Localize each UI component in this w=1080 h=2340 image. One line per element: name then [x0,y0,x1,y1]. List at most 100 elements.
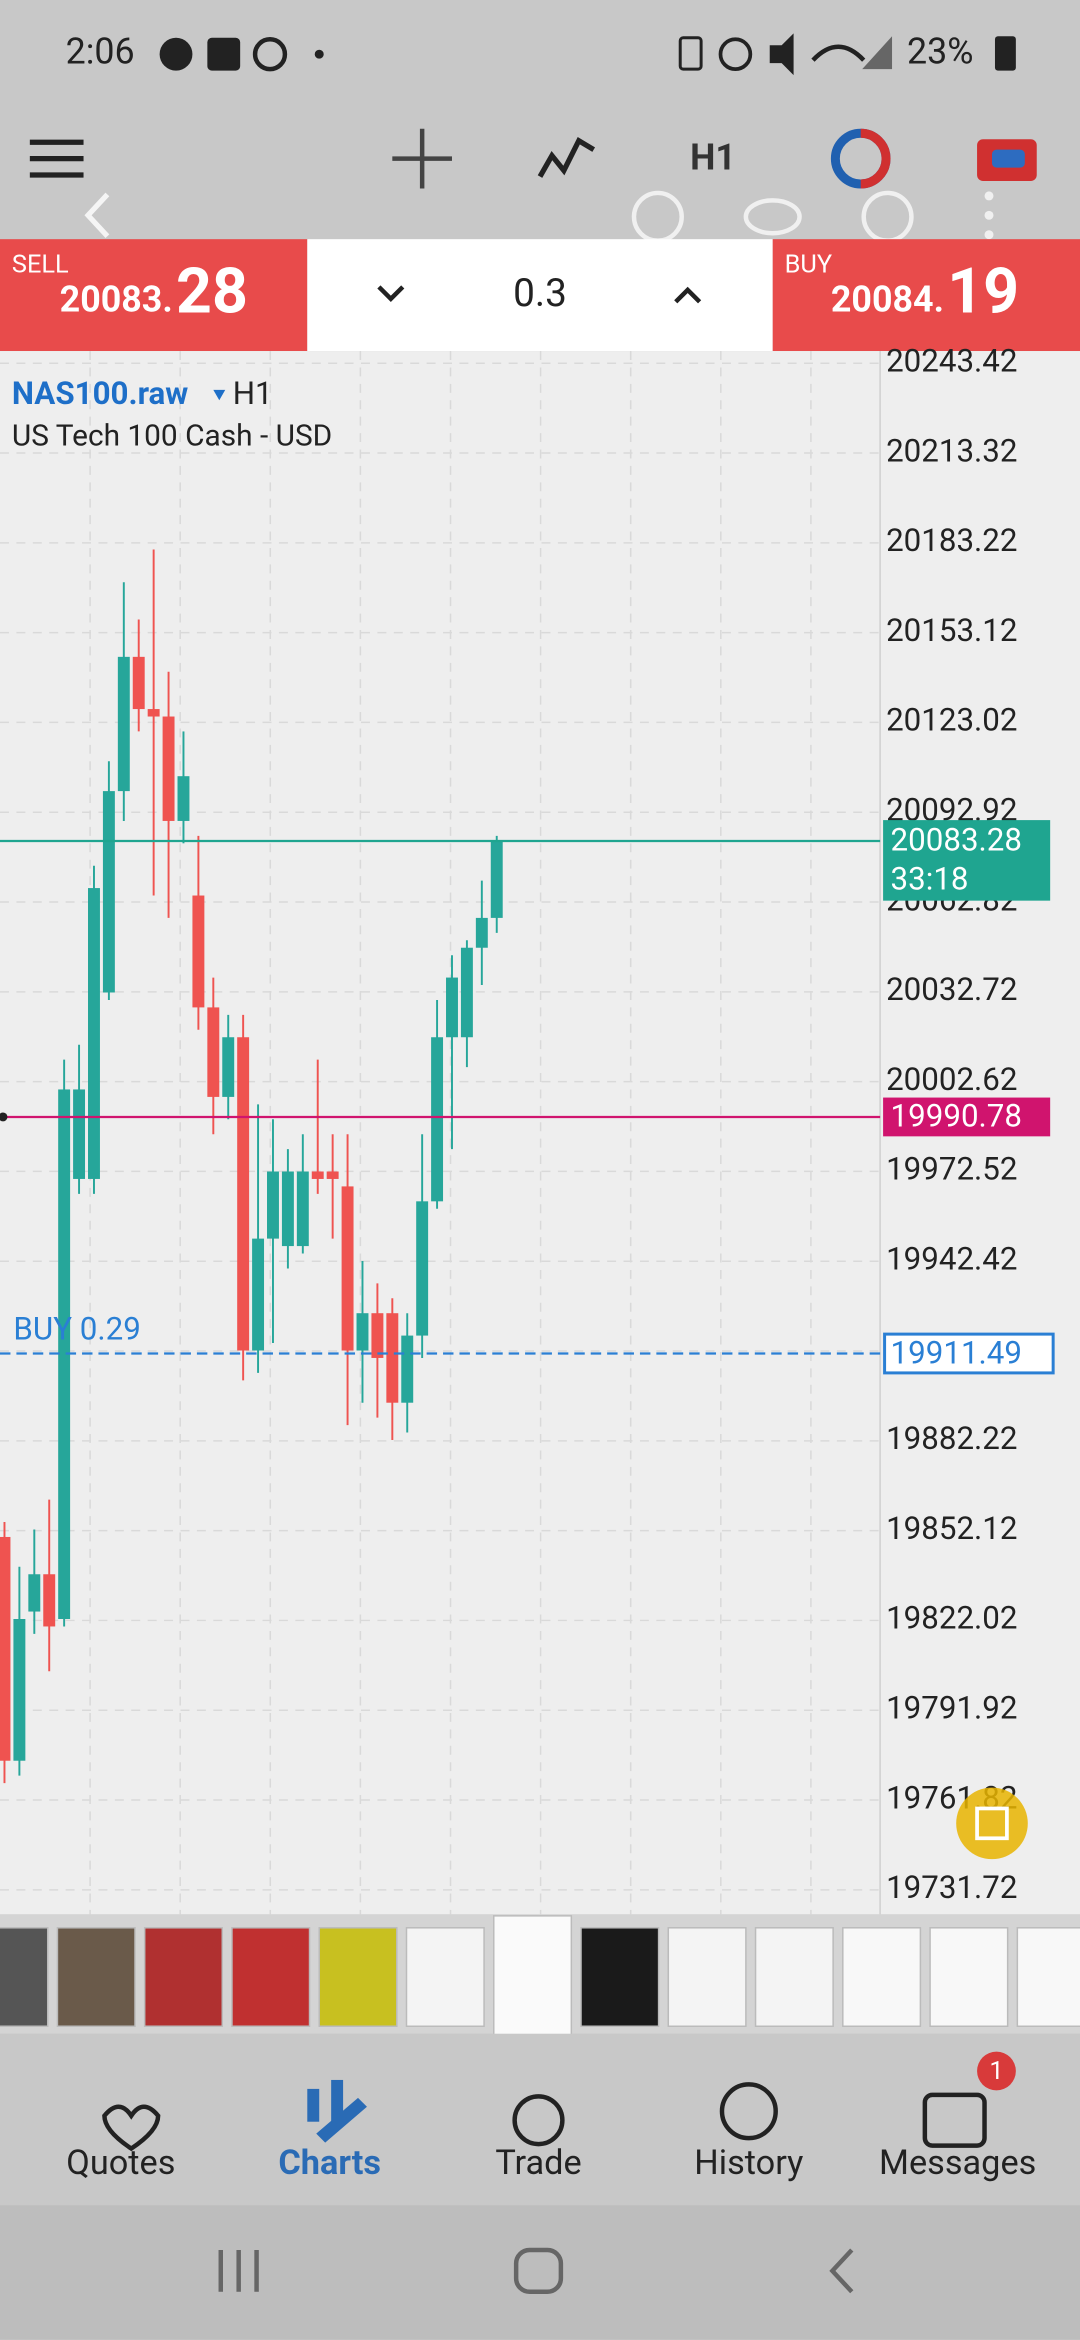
home-button[interactable] [513,2247,564,2295]
quotes-icon [102,2104,161,2152]
volume-down[interactable] [377,285,405,303]
candle-body [281,1171,294,1247]
y-tick-label: 19882.22 [886,1420,1017,1457]
candle-body [28,1574,41,1612]
candle-body [252,1238,265,1351]
badge-count: 1 [989,2056,1003,2086]
candle-body [490,840,503,918]
y-tick-label: 19972.52 [886,1151,1017,1188]
plot: 20243.42 20213.32 20183.22 20153.12 20123.02… [0,343,1055,1906]
price-label: 19911.49 [891,1334,1022,1371]
candle-body [43,1574,56,1627]
status-icon [207,37,241,71]
nav-item[interactable]: History [694,2143,803,2183]
candle-body [446,977,458,1038]
price-label: 19990.78 [891,1098,1022,1135]
menu-button[interactable] [29,139,84,178]
price-line-dot [0,1112,8,1122]
sell-label: SELL [12,250,69,280]
badge [977,2051,1016,2091]
y-tick-label: 20243.42 [886,343,1017,380]
candle-body [475,917,488,948]
candle-body [88,888,100,1179]
timeframe-button[interactable]: H1 [690,137,736,179]
price-label-box [883,1332,1055,1375]
status-icon [769,33,794,76]
battery-icon [994,36,1016,71]
candle-body [416,1201,429,1336]
thumbnail[interactable] [143,1927,224,2027]
thumbnail[interactable] [0,1927,49,2027]
sell-button[interactable] [0,239,308,352]
nav-item[interactable]: Trade [495,2143,581,2183]
thumbnail[interactable] [842,1927,922,2027]
thumbnail[interactable] [754,1927,834,2027]
candle-body [296,1171,309,1247]
bottom-nav [0,2033,1080,2206]
candle-body [0,1536,11,1761]
status-icon [718,37,753,71]
y-tick-label: 19731.72 [886,1869,1017,1906]
symbol-dropdown[interactable] [213,389,226,401]
candle-body [13,1619,26,1761]
chart-subtitle: US Tech 100 Cash - USD [12,418,332,453]
trade-button-half [860,128,891,189]
crosshair-button[interactable] [392,128,452,189]
status-battery: 23% [907,31,973,73]
thumbnail[interactable] [318,1927,398,2027]
candle-body [102,791,115,993]
chart-timeframe: H1 [233,375,273,412]
price-label: 20083.28 [891,822,1022,859]
messages-icon [922,2092,987,2148]
candle-body [356,1313,369,1351]
system-nav [0,2205,1080,2340]
status-dot [314,49,324,59]
system-back-button[interactable] [829,2248,854,2294]
candle-body [177,776,190,821]
buy-price-pips: 19 [947,255,1019,328]
more-button[interactable] [984,191,994,240]
price-label-box [883,1097,1051,1137]
y-tick-label: 20123.02 [886,702,1017,739]
y-tick-label: 20032.72 [886,971,1017,1008]
candle-body [58,1089,71,1620]
candle-body [386,1313,399,1403]
thumbnail[interactable] [929,1927,1009,2027]
nav-item[interactable]: Quotes [66,2143,175,2183]
overlay-button[interactable] [743,198,802,236]
y-tick-label: 19942.42 [886,1241,1017,1278]
thumbnail[interactable] [231,1927,311,2027]
indicators-button[interactable] [537,137,596,178]
status-icon [159,37,193,71]
recents-button[interactable] [218,2250,259,2292]
chart-symbol[interactable]: NAS100.raw [12,375,188,412]
nav-item[interactable]: Charts [278,2143,381,2183]
thumbnail[interactable] [493,1915,573,2036]
floating-button[interactable] [956,1787,1028,1860]
candle-body [371,1313,384,1358]
candle-body [431,1037,444,1202]
volume-value[interactable]: 0.3 [513,271,567,316]
price-label-box [883,820,1051,901]
nav-item[interactable]: Messages [879,2143,1036,2183]
status-icon [862,36,893,70]
buy-button[interactable] [772,239,1080,352]
thumbnail[interactable] [1016,1927,1080,2027]
trade-icon [512,2094,565,2147]
buy-price-main: 20084. [831,278,944,320]
thumbnail[interactable] [580,1927,660,2027]
thumbnail[interactable] [56,1927,136,2027]
position-label: BUY 0.29 [13,1310,140,1347]
candle-body [267,1171,279,1239]
account-icon [991,149,1025,168]
candle-body [311,1171,324,1179]
candle-body [117,656,130,792]
thumbnail[interactable] [405,1927,485,2027]
volume-up[interactable] [674,286,702,304]
y-tick-label: 20183.22 [886,522,1017,559]
floating-icon [975,1806,1009,1841]
y-tick-label: 19822.02 [886,1600,1017,1637]
back-button[interactable] [84,192,110,238]
thumbnail[interactable] [667,1927,747,2027]
